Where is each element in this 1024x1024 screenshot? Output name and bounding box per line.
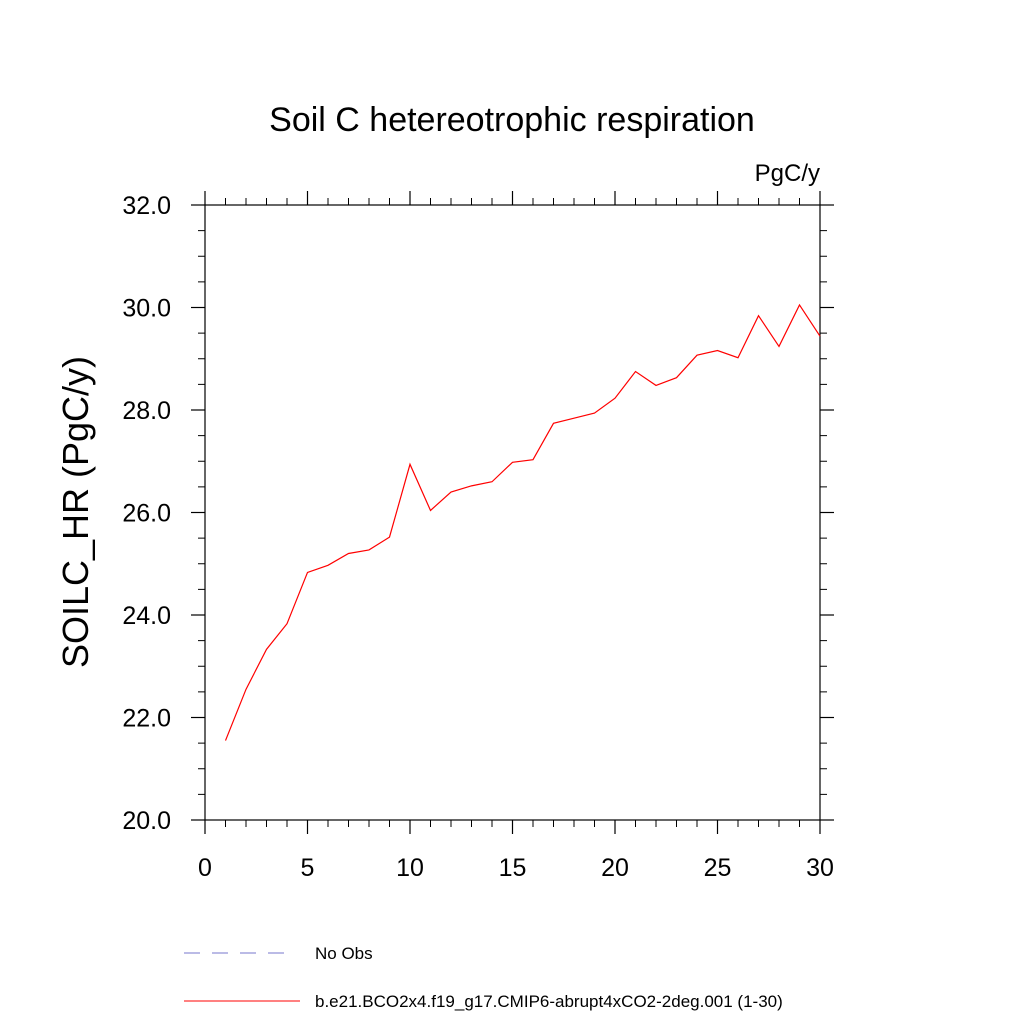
y-axis-label: SOILC_HR (PgC/y) [55, 356, 96, 668]
series-line-1 [224, 303, 821, 741]
axis-ticks [191, 191, 834, 834]
y-tick-label: 24.0 [122, 602, 171, 630]
y-tick-label: 28.0 [122, 397, 171, 425]
x-tick-label: 25 [704, 854, 732, 882]
series-layer [224, 303, 821, 741]
y-tick-label: 26.0 [122, 500, 171, 528]
legend: No Obs b.e21.BCO2x4.f19_g17.CMIP6-abrupt… [184, 944, 783, 1011]
x-tick-label: 10 [396, 854, 424, 882]
y-tick-label: 32.0 [122, 192, 171, 220]
x-tick-label: 30 [806, 854, 834, 882]
y-tick-label: 22.0 [122, 705, 171, 733]
x-tick-label: 0 [198, 854, 212, 882]
x-tick-label: 5 [301, 854, 315, 882]
units-label: PgC/y [755, 160, 820, 187]
y-tick-label: 20.0 [122, 807, 171, 835]
legend-label-model-run: b.e21.BCO2x4.f19_g17.CMIP6-abrupt4xCO2-2… [315, 992, 783, 1011]
plot-frame [204, 204, 821, 821]
legend-label-no-obs: No Obs [315, 944, 373, 963]
axis-tick-labels: 0 5 10 15 20 25 30 20.0 22.0 24.0 26.0 28.0 30.0 32.0 [122, 192, 834, 882]
x-tick-label: 20 [601, 854, 629, 882]
y-tick-label: 30.0 [122, 295, 171, 323]
chart-title: Soil C hetereotrophic respiration [269, 101, 755, 139]
x-tick-label: 15 [499, 854, 527, 882]
